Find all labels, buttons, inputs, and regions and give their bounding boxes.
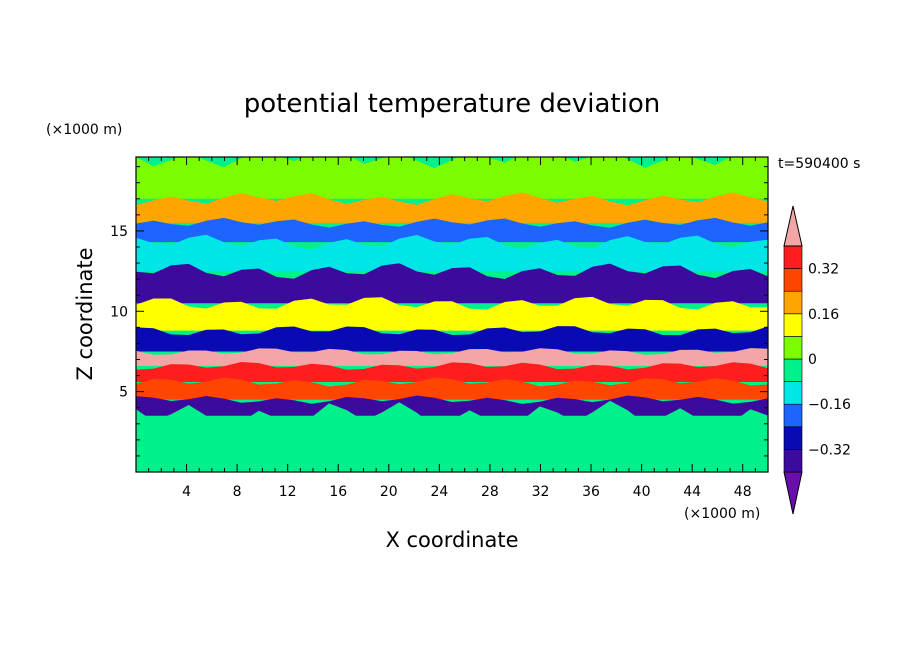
x-tick-label: 16 <box>329 484 347 500</box>
x-unit-label: (×1000 m) <box>684 506 760 522</box>
y-axis-label: Z coordinate <box>73 247 97 380</box>
x-tick-label: 48 <box>734 484 752 500</box>
x-tick-label: 28 <box>481 484 499 500</box>
colorbar-swatch <box>783 336 803 360</box>
colorbar-label: −0.32 <box>808 442 851 458</box>
colorbar-label: 0 <box>808 352 817 368</box>
colorbar-swatch <box>783 358 803 382</box>
field-band <box>136 263 768 304</box>
field-band <box>136 192 768 223</box>
y-tick-label: 5 <box>119 385 128 401</box>
colorbar: 0.32 0.16 0 −0.16 −0.32 <box>783 205 851 515</box>
x-tick-label: 8 <box>233 484 242 500</box>
x-tick-label: 24 <box>430 484 448 500</box>
x-tick-label: 4 <box>182 484 191 500</box>
colorbar-swatch <box>783 245 803 269</box>
x-tick-label: 36 <box>582 484 600 500</box>
y-unit-label: (×1000 m) <box>46 122 122 138</box>
field-band <box>136 362 768 382</box>
y-tick-label: 15 <box>110 224 128 240</box>
y-axis: 5 10 15 <box>110 166 768 457</box>
field-band <box>136 400 768 472</box>
field-band <box>136 326 768 352</box>
colorbar-swatch <box>783 268 803 292</box>
y-tick-label: 10 <box>110 304 128 320</box>
heatmap-field <box>136 157 768 472</box>
colorbar-swatch <box>783 381 803 405</box>
colorbar-swatch <box>783 290 803 315</box>
field-band <box>136 157 768 199</box>
colorbar-extend-high <box>783 205 803 247</box>
field-band <box>136 348 768 366</box>
x-tick-label: 44 <box>683 484 701 500</box>
colorbar-extend-low <box>783 471 803 515</box>
time-label: t=590400 s <box>778 156 860 172</box>
colorbar-swatch <box>783 426 803 450</box>
x-tick-label: 12 <box>279 484 297 500</box>
x-tick-label: 40 <box>633 484 651 500</box>
colorbar-label: 0.32 <box>808 262 839 278</box>
field-band <box>136 296 768 331</box>
x-tick-label: 32 <box>532 484 550 500</box>
colorbar-swatch <box>783 403 803 428</box>
field-band <box>136 234 768 272</box>
x-axis: 4 8 12 16 20 24 28 32 36 40 44 48 <box>148 157 756 500</box>
colorbar-swatch <box>783 313 803 337</box>
colorbar-label: −0.16 <box>808 397 851 413</box>
field-band <box>136 377 768 400</box>
field-band <box>136 217 768 243</box>
chart-title: potential temperature deviation <box>244 89 660 119</box>
colorbar-label: 0.16 <box>808 307 839 323</box>
colorbar-swatch <box>783 449 803 473</box>
x-axis-label: X coordinate <box>385 528 518 552</box>
x-tick-label: 20 <box>380 484 398 500</box>
